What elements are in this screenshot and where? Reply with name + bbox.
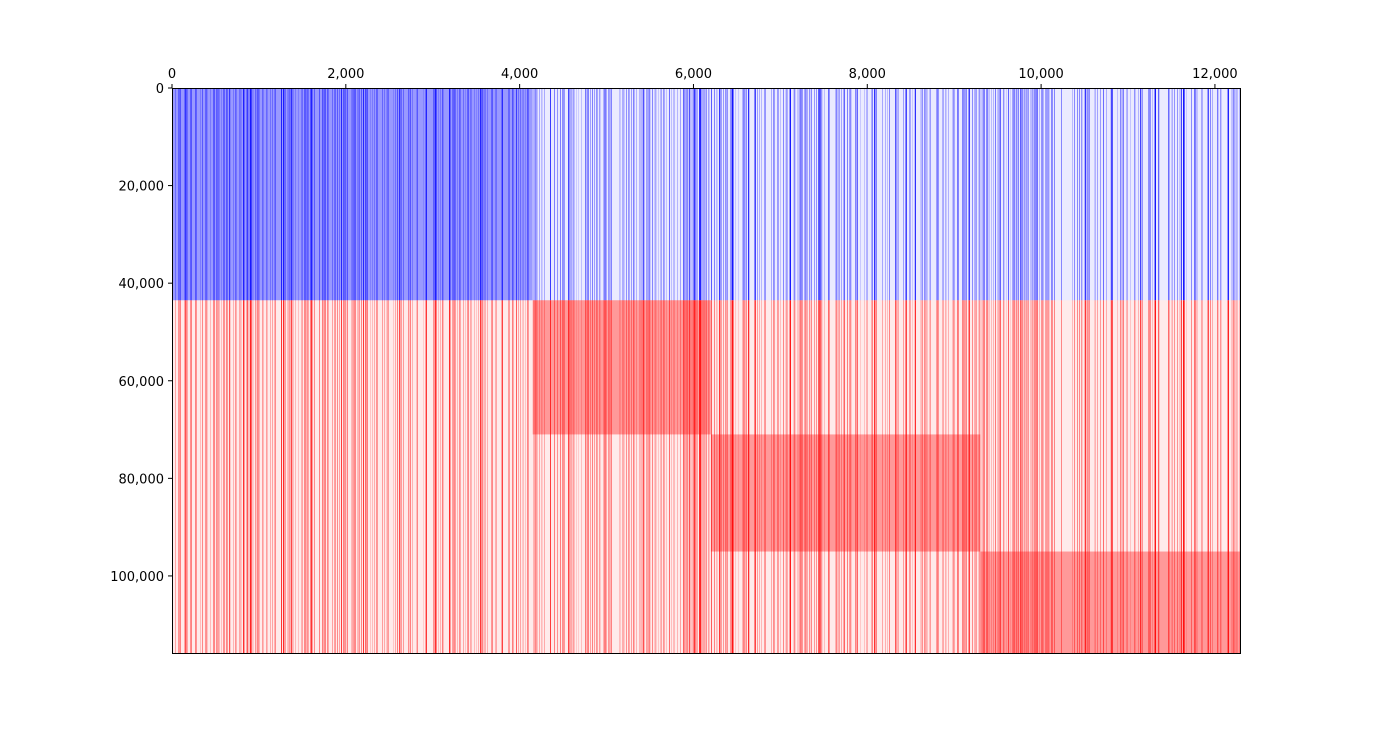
dense-block-1 xyxy=(532,300,711,435)
x-tick-label: 2,000 xyxy=(327,67,364,82)
y-tick-label: 20,000 xyxy=(119,180,165,195)
x-tick-label: 0 xyxy=(168,67,176,82)
x-tick-label: 4,000 xyxy=(501,67,538,82)
x-axis: 0 2,000 4,000 6,000 8,000 10,000 12,000 xyxy=(168,67,1238,88)
x-tick-label: 10,000 xyxy=(1018,67,1064,82)
column-stripes-layer xyxy=(172,88,1241,654)
y-tick-label: 60,000 xyxy=(119,375,165,390)
y-tick-label: 0 xyxy=(156,82,164,97)
y-tick-label: 40,000 xyxy=(119,277,165,292)
x-tick-label: 12,000 xyxy=(1192,67,1238,82)
dense-block-0 xyxy=(172,88,533,301)
x-tick-label: 6,000 xyxy=(675,67,712,82)
row-group-band-1 xyxy=(172,300,1241,654)
plot-area xyxy=(172,88,1241,654)
dense-block-2 xyxy=(710,434,981,552)
row-group-band-0 xyxy=(172,88,1241,301)
y-axis: 0 20,000 40,000 60,000 80,000 100,000 xyxy=(110,82,172,585)
plot-frame xyxy=(172,88,1241,654)
y-tick-label: 80,000 xyxy=(119,472,165,487)
dense-block-3 xyxy=(980,551,1241,654)
x-tick-label: 8,000 xyxy=(849,67,886,82)
y-tick-label: 100,000 xyxy=(110,570,164,585)
